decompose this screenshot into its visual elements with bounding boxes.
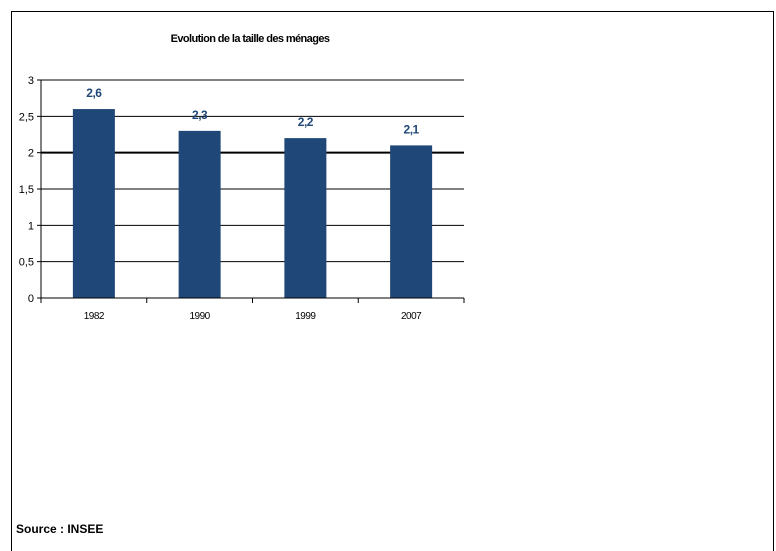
data-label: 2,2 <box>298 115 314 129</box>
data-label: 2,6 <box>86 86 102 100</box>
x-tick-label: 1999 <box>295 311 316 322</box>
bar <box>390 145 433 298</box>
source-note: Source : INSEE <box>16 522 104 536</box>
y-tick-label: 1 <box>28 220 34 232</box>
y-tick-label: 3 <box>28 75 34 87</box>
data-label: 2,3 <box>192 108 208 122</box>
bar <box>72 109 115 298</box>
bar <box>284 138 327 298</box>
data-label: 2,1 <box>404 122 420 136</box>
y-tick-label: 0 <box>28 293 34 305</box>
y-tick-label: 1,5 <box>19 184 34 196</box>
x-tick-label: 2007 <box>401 311 422 322</box>
bar <box>178 130 221 298</box>
y-tick-label: 2,5 <box>19 111 34 123</box>
x-tick-label: 1982 <box>84 311 105 322</box>
chart-title: Evolution de la taille des ménages <box>170 33 330 45</box>
y-tick-label: 2 <box>28 148 34 160</box>
y-tick-label: 0,5 <box>19 257 34 269</box>
x-tick-label: 1990 <box>190 311 211 322</box>
